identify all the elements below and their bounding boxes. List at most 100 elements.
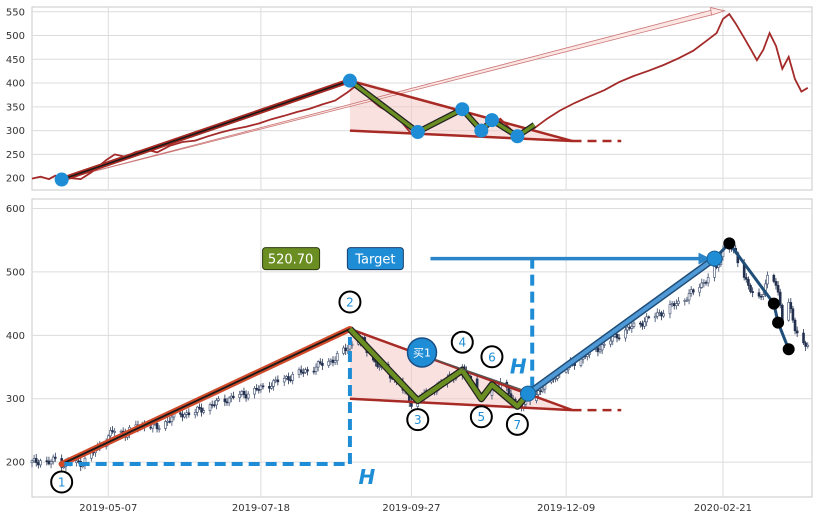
candle-body	[672, 303, 676, 307]
candle-body	[668, 304, 672, 315]
height-label-h: H	[359, 465, 376, 489]
candle-body	[30, 460, 34, 464]
candle-body	[632, 322, 636, 327]
x-tick-label: 2019-12-09	[537, 503, 595, 514]
candle-body	[202, 410, 205, 413]
point-label-number: 7	[514, 418, 522, 432]
candle-body	[624, 329, 627, 339]
start-point	[58, 461, 65, 468]
candle-body	[675, 303, 678, 307]
post-target-point	[767, 297, 780, 310]
top-y-tick-label: 250	[6, 150, 25, 161]
candle-body	[787, 302, 790, 321]
candle-body	[692, 289, 695, 293]
candle-body	[702, 281, 706, 284]
candle-body	[312, 370, 316, 373]
candle-body	[804, 342, 807, 347]
candle-body	[789, 302, 793, 310]
buy-label-text: 买1	[413, 346, 431, 359]
bottom-y-tick-label: 300	[6, 394, 25, 405]
candle-body	[227, 397, 231, 404]
target-badge	[346, 247, 404, 271]
candle-body	[253, 388, 256, 395]
bottom-y-tick-label: 400	[6, 331, 25, 342]
top-projection-arrowhead	[710, 6, 726, 16]
candle-body	[537, 390, 540, 395]
point-label-number: 4	[458, 336, 466, 350]
candle-body	[670, 303, 674, 305]
candle-body	[778, 291, 782, 306]
candle-body	[609, 340, 612, 345]
candle-body	[164, 421, 167, 429]
top-y-tick-label: 200	[6, 174, 25, 185]
candle-body	[321, 362, 324, 366]
target-badge-text: Target	[354, 253, 395, 268]
candle-body	[685, 299, 689, 302]
candle-body	[706, 277, 710, 284]
candle-body	[225, 401, 229, 404]
candle-body	[333, 360, 337, 363]
candle-body	[806, 344, 810, 347]
point-label-circle	[480, 345, 504, 369]
top-pattern-point	[455, 102, 470, 117]
candle-body	[168, 420, 172, 423]
candle-body	[229, 395, 233, 399]
candle-body	[291, 374, 295, 381]
top-y-tick-label: 550	[6, 7, 25, 18]
candle-body	[210, 404, 214, 406]
point-label-circle	[338, 290, 362, 314]
candle-body	[32, 458, 36, 462]
candle-body	[51, 456, 55, 462]
candle-body	[700, 282, 704, 288]
candle-body	[759, 295, 763, 298]
target-arrowhead	[698, 252, 711, 265]
target-leg-line	[525, 256, 717, 396]
candle-body	[276, 379, 280, 383]
candle-body	[713, 266, 716, 278]
candle-body	[772, 274, 776, 282]
candle-body	[626, 326, 629, 331]
candle-body	[689, 289, 693, 294]
candle-body	[329, 359, 333, 362]
candle-body	[77, 460, 80, 463]
candle-body	[639, 322, 642, 325]
candle-body	[776, 285, 780, 293]
candle-body	[653, 315, 657, 319]
top-pattern-point	[410, 125, 425, 140]
top-lower-boundary	[349, 129, 573, 143]
candle-body	[539, 390, 542, 393]
candle-body	[602, 343, 606, 346]
candle-body	[662, 313, 665, 317]
point-label-number: 3	[414, 413, 422, 427]
candle-body	[598, 349, 602, 353]
candle-body	[660, 312, 663, 317]
candle-body	[223, 398, 227, 403]
top-pattern-point	[474, 123, 489, 138]
candle-body	[240, 391, 244, 395]
top-pattern-point	[484, 113, 499, 128]
candle-body	[287, 376, 290, 381]
candle-body	[289, 379, 292, 382]
point-label-number: 6	[488, 350, 496, 364]
candle-body	[268, 385, 271, 389]
candle-body	[47, 460, 51, 465]
candle-body	[187, 412, 191, 416]
candle-body	[615, 334, 619, 339]
point-label-circle	[469, 405, 493, 429]
candle-body	[687, 293, 691, 301]
point-label-number: 2	[346, 295, 354, 309]
candle-body	[212, 404, 216, 407]
point-label-number: 1	[58, 476, 66, 490]
candle-body	[757, 292, 761, 297]
candle-body	[274, 379, 278, 382]
candle-body	[316, 361, 320, 368]
candle-body	[645, 316, 648, 323]
candle-body	[208, 404, 212, 411]
candle-body	[166, 420, 169, 423]
candle-body	[297, 369, 301, 375]
top-y-tick-label: 500	[6, 31, 25, 42]
candle-body	[170, 416, 174, 423]
candle-body	[791, 308, 795, 321]
target-point	[706, 250, 723, 267]
